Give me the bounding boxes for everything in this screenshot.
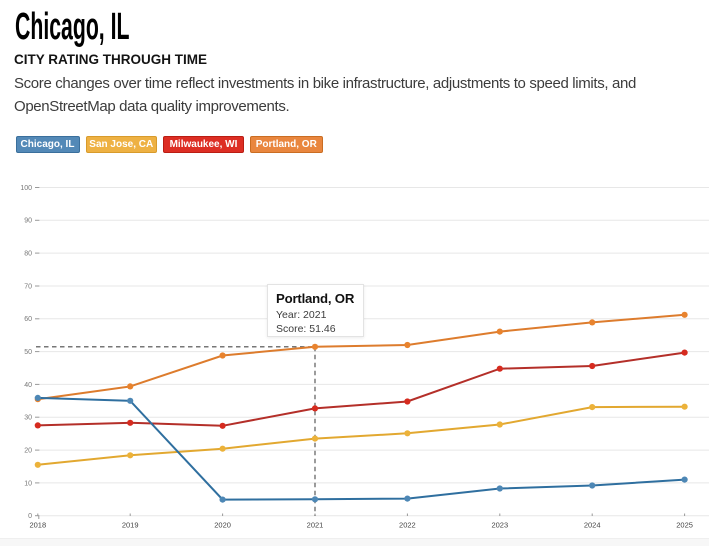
svg-text:2018: 2018 [29, 521, 46, 530]
svg-text:0: 0 [28, 513, 32, 520]
svg-text:2025: 2025 [676, 521, 693, 530]
svg-text:2020: 2020 [214, 521, 231, 530]
svg-text:2022: 2022 [399, 521, 416, 530]
svg-text:2023: 2023 [491, 521, 508, 530]
svg-text:30: 30 [24, 415, 32, 422]
svg-text:2019: 2019 [122, 521, 139, 530]
svg-text:100: 100 [20, 185, 32, 192]
svg-text:10: 10 [24, 480, 32, 487]
svg-text:2021: 2021 [307, 521, 324, 530]
svg-text:50: 50 [24, 349, 32, 356]
svg-text:20: 20 [24, 448, 32, 455]
svg-text:90: 90 [24, 218, 32, 225]
svg-text:2024: 2024 [584, 521, 601, 530]
svg-text:70: 70 [24, 283, 32, 290]
svg-text:60: 60 [24, 316, 32, 323]
svg-text:40: 40 [24, 382, 32, 389]
svg-text:80: 80 [24, 251, 32, 258]
